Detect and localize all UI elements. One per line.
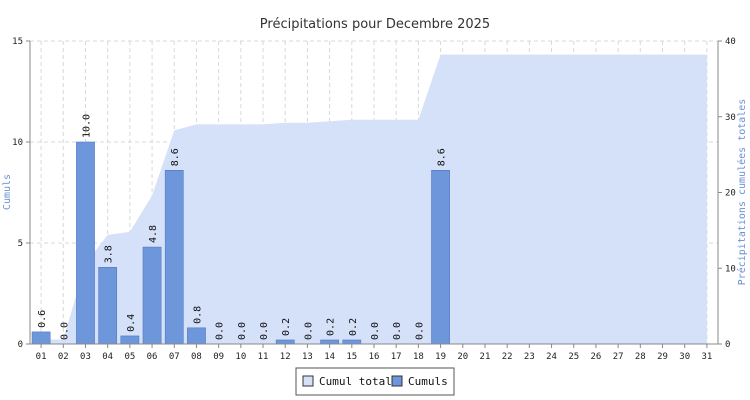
x-axis-tick-label-08: 08 xyxy=(191,352,202,362)
data-label-day-16: 0.0 xyxy=(370,322,381,340)
y-axis-left-tick-label: 15 xyxy=(12,37,23,47)
x-axis-tick-label-10: 10 xyxy=(235,352,246,362)
x-axis-tick-label-17: 17 xyxy=(391,352,402,362)
x-axis-tick-label-18: 18 xyxy=(413,352,424,362)
data-labels: 0.6 0.0 10.0 3.8 0.4 4.8 8.6 0.8 0.0 0.0 0.0 0.2 0.0… xyxy=(37,114,447,340)
legend-swatch-cumuls xyxy=(391,375,403,387)
legend-label-cumuls: Cumuls xyxy=(408,375,448,388)
bar-day-08 xyxy=(187,327,206,345)
bar-day-15 xyxy=(342,339,362,345)
x-axis-tick-label-14: 14 xyxy=(324,352,335,362)
data-label-day-11: 0.0 xyxy=(259,322,270,340)
x-axis-tick-label-13: 13 xyxy=(302,352,313,362)
x-axis-tick-label-02: 02 xyxy=(58,352,69,362)
bar-day-05 xyxy=(120,335,140,345)
x-axis-tick-label-28: 28 xyxy=(635,352,646,362)
bar-day-04 xyxy=(98,266,118,345)
data-label-day-09: 0.0 xyxy=(215,322,226,340)
x-axis-tick-label-27: 27 xyxy=(613,352,624,362)
bar-day-12 xyxy=(275,339,295,345)
x-axis-tick-label-06: 06 xyxy=(147,352,158,362)
y-axis-left-tick-label: 0 xyxy=(18,340,23,350)
cumuls-bars xyxy=(31,141,450,345)
data-label-day-02: 0.0 xyxy=(59,322,70,340)
legend-swatch-cumul-total xyxy=(302,375,314,387)
data-label-day-04: 3.8 xyxy=(104,245,115,263)
x-axis-tick-label-11: 11 xyxy=(258,352,269,362)
x-axis-tick-label-31: 31 xyxy=(701,352,712,362)
legend-label-cumul-total: Cumul total xyxy=(319,375,392,388)
y-axis-right-label: Précipitations cumulées totales xyxy=(736,99,748,286)
data-label-day-07: 8.6 xyxy=(170,148,181,166)
x-axis-tick-label-22: 22 xyxy=(502,352,513,362)
x-axis-tick-label-04: 04 xyxy=(102,352,113,362)
data-label-day-06: 4.8 xyxy=(148,225,159,243)
x-axis-tick-label-09: 09 xyxy=(213,352,224,362)
x-axis-tick-label-01: 01 xyxy=(36,352,47,362)
x-axis-tick-label-15: 15 xyxy=(346,352,357,362)
x-axis-tick-label-30: 30 xyxy=(679,352,690,362)
x-axis-tick-label-26: 26 xyxy=(591,352,602,362)
data-label-day-13: 0.0 xyxy=(303,322,314,340)
x-axis-tick-label-16: 16 xyxy=(369,352,380,362)
data-label-day-08: 0.8 xyxy=(192,306,203,324)
x-axis-tick-label-19: 19 xyxy=(435,352,446,362)
x-axis-tick-label-12: 12 xyxy=(280,352,291,362)
y-axis-right-tick-label: 10 xyxy=(725,264,736,274)
x-axis-tick-label-07: 07 xyxy=(169,352,180,362)
x-axis-tick-label-24: 24 xyxy=(546,352,557,362)
x-axis-tick-label-20: 20 xyxy=(457,352,468,362)
data-label-day-19: 8.6 xyxy=(437,148,448,166)
y-axis-right-tick-label: 30 xyxy=(725,113,736,123)
x-axis-tick-label-21: 21 xyxy=(480,352,491,362)
legend: Cumul total Cumuls xyxy=(295,367,455,396)
data-label-day-12: 0.2 xyxy=(281,318,292,336)
bar-day-07 xyxy=(164,170,184,345)
data-label-day-17: 0.0 xyxy=(392,322,403,340)
y-axis-left-tick-label: 10 xyxy=(12,138,23,148)
bar-day-14 xyxy=(320,339,339,345)
x-axis-tick-label-25: 25 xyxy=(568,352,579,362)
data-label-day-14: 0.2 xyxy=(326,318,337,336)
data-label-day-01: 0.6 xyxy=(37,310,48,328)
x-axis-tick-label-23: 23 xyxy=(524,352,535,362)
data-label-day-18: 0.0 xyxy=(414,322,425,340)
data-label-day-10: 0.0 xyxy=(237,322,248,340)
data-label-day-05: 0.4 xyxy=(126,314,137,332)
x-axis-tick-label-03: 03 xyxy=(80,352,91,362)
data-label-day-03: 10.0 xyxy=(81,114,92,138)
y-axis-right-tick-label: 0 xyxy=(725,340,730,350)
bar-day-19 xyxy=(431,170,450,345)
bar-day-01 xyxy=(31,331,51,345)
x-axis-tick-label-29: 29 xyxy=(657,352,668,362)
y-axis-right-tick-label: 20 xyxy=(725,189,736,199)
y-axis-left-label: Cumuls xyxy=(2,174,13,210)
chart-title: Précipitations pour Decembre 2025 xyxy=(260,17,490,32)
data-label-day-15: 0.2 xyxy=(348,318,359,336)
y-axis-left-tick-label: 5 xyxy=(18,239,23,249)
bar-day-03 xyxy=(76,141,95,345)
area-cumul-total xyxy=(41,54,707,344)
cumul-total-area xyxy=(41,54,707,344)
legend-box xyxy=(295,367,455,396)
x-axis-tick-label-05: 05 xyxy=(124,352,135,362)
y-axis-right-tick-label: 40 xyxy=(725,37,736,47)
bar-day-06 xyxy=(142,246,162,345)
